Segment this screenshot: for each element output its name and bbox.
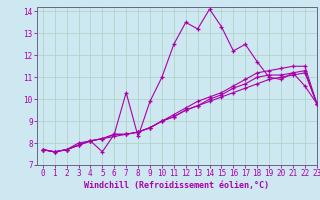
X-axis label: Windchill (Refroidissement éolien,°C): Windchill (Refroidissement éolien,°C) [84,181,269,190]
